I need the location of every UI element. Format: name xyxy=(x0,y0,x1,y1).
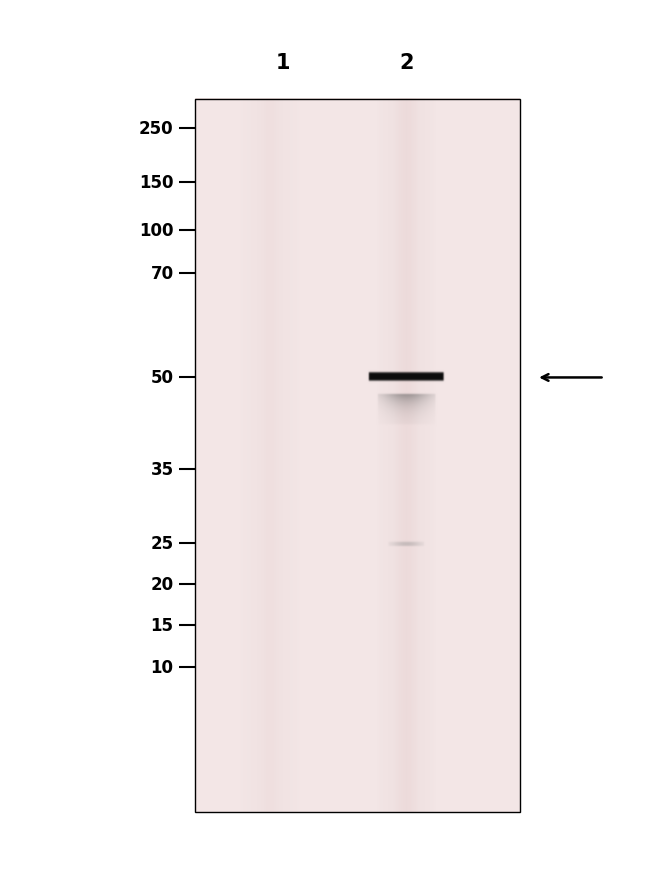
Text: 35: 35 xyxy=(150,461,174,478)
Text: 20: 20 xyxy=(150,575,174,593)
Text: 10: 10 xyxy=(151,659,174,676)
Text: 25: 25 xyxy=(150,534,174,552)
Text: 15: 15 xyxy=(151,617,174,634)
Text: 50: 50 xyxy=(151,369,174,387)
Text: 1: 1 xyxy=(276,53,290,72)
Text: 150: 150 xyxy=(139,174,174,191)
Text: 250: 250 xyxy=(139,120,174,137)
Text: 100: 100 xyxy=(139,222,174,239)
Bar xyxy=(195,100,520,813)
Text: 70: 70 xyxy=(150,265,174,282)
Text: 2: 2 xyxy=(399,53,413,72)
